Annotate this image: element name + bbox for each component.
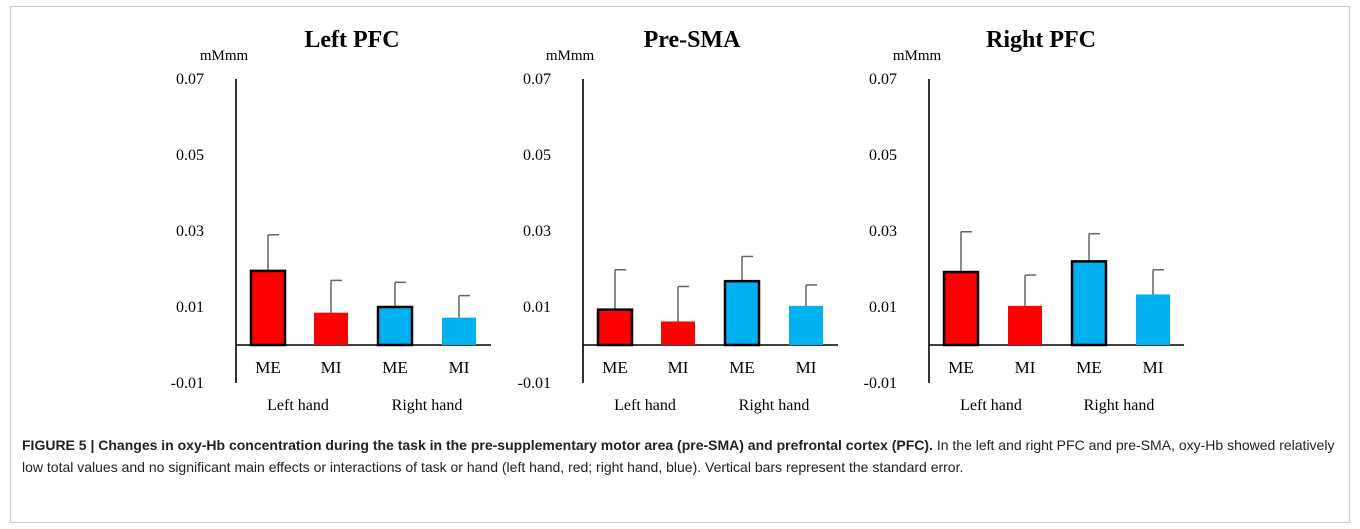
- figure-frame: [10, 6, 1350, 523]
- bar: [376, 305, 414, 347]
- bar: [442, 317, 476, 345]
- bar: [249, 269, 287, 347]
- bar: [942, 270, 980, 347]
- y-tick-label: 0.03: [869, 223, 897, 240]
- group-label: Right hand: [739, 397, 810, 414]
- y-tick-label: 0.05: [176, 147, 204, 164]
- x-tick-label: ME: [602, 358, 628, 377]
- y-tick-label: 0.07: [523, 71, 551, 88]
- group-label: Left hand: [614, 397, 676, 414]
- figure-panels: Left PFC mMmm 0.07 0.05 0.03 0.01 -0.01 ME MI ME M…: [171, 27, 1184, 414]
- y-tick-label: 0.01: [176, 299, 204, 316]
- bar: [789, 305, 823, 345]
- bar: [1008, 305, 1042, 345]
- unit-label: mMmm: [200, 48, 249, 64]
- unit-label: mMmm: [893, 48, 942, 64]
- chart-title: Right PFC: [986, 27, 1096, 53]
- group-label: Left hand: [960, 397, 1022, 414]
- group-label: Left hand: [267, 397, 329, 414]
- bar: [723, 279, 761, 347]
- bar: [1136, 294, 1170, 345]
- chart-panel-3: Right PFC mMmm 0.07 0.05 0.03 0.01 -0.01 ME MI ME…: [864, 27, 1184, 414]
- x-tick-label: ME: [948, 358, 974, 377]
- x-tick-label: MI: [1143, 358, 1164, 377]
- chart-panel-1: Left PFC mMmm 0.07 0.05 0.03 0.01 -0.01 ME MI ME M…: [171, 27, 491, 414]
- chart-title: Pre-SMA: [644, 27, 742, 53]
- y-tick-label: 0.03: [176, 223, 204, 240]
- chart-title: Left PFC: [304, 27, 399, 53]
- x-tick-label: ME: [729, 358, 755, 377]
- y-tick-label: 0.07: [176, 71, 204, 88]
- group-label: Right hand: [1084, 397, 1155, 414]
- caption-label: FIGURE 5 | Changes in oxy-Hb concentrati…: [22, 437, 933, 453]
- x-tick-label: MI: [321, 358, 342, 377]
- y-tick-label: 0.05: [523, 147, 551, 164]
- bar: [661, 321, 695, 345]
- unit-label: mMmm: [546, 48, 595, 64]
- y-tick-label: -0.01: [171, 375, 204, 392]
- x-tick-label: MI: [1015, 358, 1036, 377]
- x-tick-label: ME: [382, 358, 408, 377]
- y-tick-label: 0.07: [869, 71, 897, 88]
- caption-body: In the left and right PFC and pre-SMA, o…: [22, 437, 1335, 475]
- figure-caption: FIGURE 5 | Changes in oxy-Hb concentrati…: [22, 434, 1340, 478]
- x-tick-label: ME: [255, 358, 281, 377]
- chart-panel-2: Pre-SMA mMmm 0.07 0.05 0.03 0.01 -0.01 ME MI ME MI…: [518, 27, 838, 414]
- y-tick-label: 0.03: [523, 223, 551, 240]
- bar: [314, 312, 348, 345]
- bar: [1070, 260, 1108, 347]
- y-tick-label: 0.01: [523, 299, 551, 316]
- y-tick-label: -0.01: [518, 375, 551, 392]
- group-label: Right hand: [392, 397, 463, 414]
- x-tick-label: ME: [1076, 358, 1102, 377]
- y-tick-label: 0.01: [869, 299, 897, 316]
- y-tick-label: 0.05: [869, 147, 897, 164]
- x-tick-label: MI: [449, 358, 470, 377]
- x-tick-label: MI: [668, 358, 689, 377]
- bar: [596, 308, 634, 347]
- y-tick-label: -0.01: [864, 375, 897, 392]
- x-tick-label: MI: [796, 358, 817, 377]
